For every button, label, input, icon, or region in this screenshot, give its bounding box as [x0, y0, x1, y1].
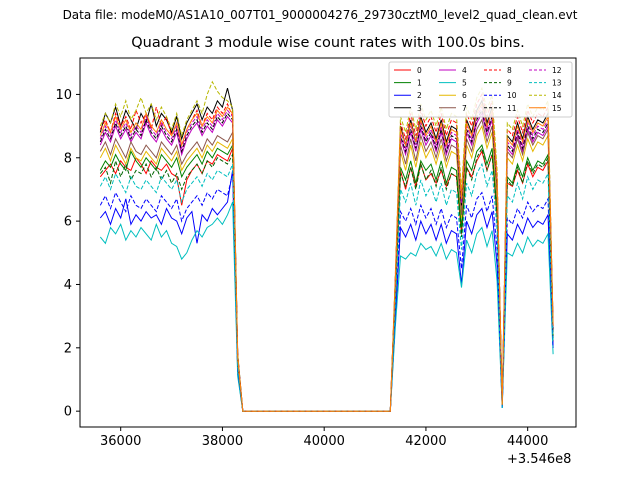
legend-label: 10	[507, 91, 517, 100]
figure-suptitle: Data file: modeM0/AS1A10_007T01_90000042…	[62, 8, 578, 22]
legend-label: 4	[462, 66, 467, 75]
series-line-5	[99, 201, 554, 412]
legend-label: 9	[507, 79, 512, 88]
legend-label: 15	[552, 104, 562, 113]
y-tick-label: 0	[64, 405, 72, 420]
y-tick-label: 6	[64, 215, 72, 230]
legend-label: 8	[507, 66, 512, 75]
x-tick-label: 44000	[507, 434, 548, 449]
x-tick-label: 36000	[100, 434, 141, 449]
series-line-3	[99, 87, 554, 412]
series-line-15	[99, 102, 554, 412]
legend-box	[388, 61, 573, 118]
legend-label: 2	[417, 91, 422, 100]
legend-label: 11	[507, 104, 517, 113]
plot-lines	[99, 80, 554, 412]
y-tick-label: 8	[64, 151, 72, 166]
y-tick-label: 4	[64, 278, 72, 293]
legend-label: 1	[417, 79, 422, 88]
series-line-0	[99, 148, 554, 412]
legend-label: 7	[462, 104, 467, 113]
x-tick-label: 40000	[304, 434, 345, 449]
legend-label: 5	[462, 79, 467, 88]
y-axis: 0 2 4 6 8 10	[55, 88, 80, 420]
x-offset-label: +3.546e8	[507, 452, 572, 467]
legend-label: 0	[417, 66, 422, 75]
chart-title: Quadrant 3 module wise count rates with …	[131, 35, 525, 51]
legend-label: 6	[462, 91, 467, 100]
y-tick-label: 10	[55, 88, 72, 103]
series-line-2	[99, 170, 554, 412]
axes-frame	[79, 57, 577, 428]
series-line-6	[99, 124, 554, 412]
series-line-13	[99, 162, 554, 412]
x-tick-label: 42000	[405, 434, 446, 449]
series-line-10	[99, 173, 554, 412]
x-tick-label: 38000	[202, 434, 243, 449]
series-line-12	[99, 105, 554, 412]
legend-label: 12	[552, 66, 562, 75]
y-tick-label: 2	[64, 341, 72, 356]
x-axis: 36000 38000 40000 42000 44000	[100, 427, 548, 449]
series-line-9	[99, 146, 554, 412]
legend-label: 14	[552, 91, 562, 100]
legend-label: 3	[417, 104, 422, 113]
legend-label: 13	[552, 79, 562, 88]
